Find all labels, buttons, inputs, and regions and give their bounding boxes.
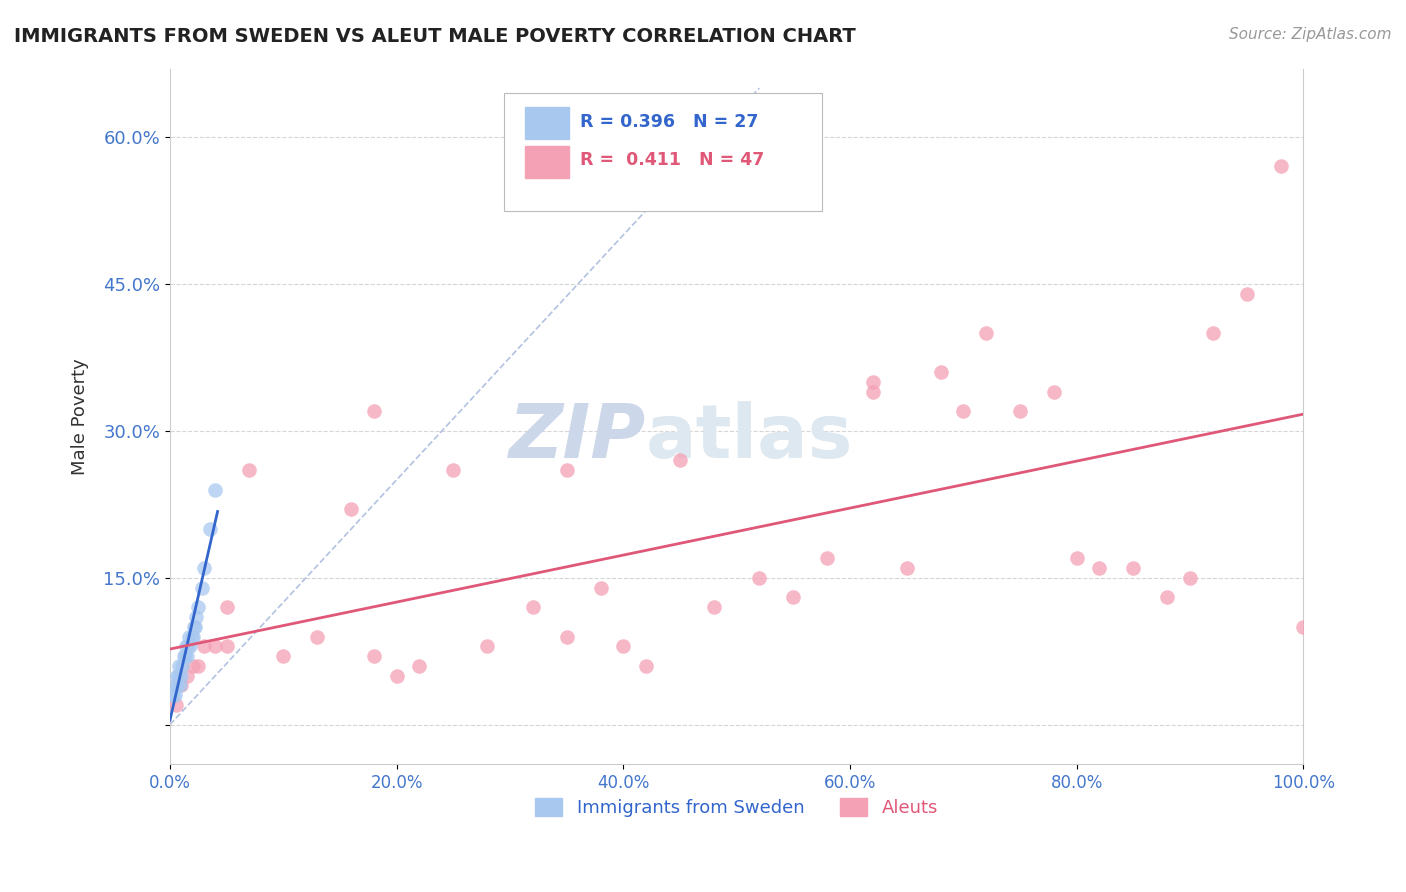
Point	[1043, 384, 1066, 399]
Point	[952, 404, 974, 418]
Point	[187, 659, 209, 673]
Point	[181, 630, 204, 644]
Point	[204, 640, 226, 654]
Point	[1292, 620, 1315, 634]
Point	[165, 678, 187, 692]
Point	[522, 600, 544, 615]
Point	[1270, 160, 1292, 174]
Point	[170, 668, 193, 682]
Point	[612, 640, 634, 654]
Text: Source: ZipAtlas.com: Source: ZipAtlas.com	[1229, 27, 1392, 42]
Point	[555, 463, 578, 477]
Point	[193, 561, 215, 575]
Point	[896, 561, 918, 575]
Point	[589, 581, 612, 595]
Point	[862, 384, 884, 399]
Point	[1178, 571, 1201, 585]
Point	[748, 571, 770, 585]
Point	[170, 678, 193, 692]
Point	[173, 649, 195, 664]
Text: atlas: atlas	[645, 401, 853, 474]
Text: ZIP: ZIP	[509, 401, 645, 474]
Point	[1201, 326, 1223, 340]
Point	[179, 640, 201, 654]
Point	[176, 668, 198, 682]
Point	[198, 522, 221, 536]
Point	[555, 630, 578, 644]
Point	[782, 591, 804, 605]
Point	[215, 600, 238, 615]
Point	[162, 688, 184, 702]
Point	[441, 463, 464, 477]
Point	[1066, 551, 1088, 566]
Point	[408, 659, 430, 673]
Point	[340, 502, 363, 516]
Point	[1122, 561, 1144, 575]
Point	[187, 600, 209, 615]
Point	[307, 630, 329, 644]
Point	[180, 630, 202, 644]
Point	[165, 698, 187, 712]
Point	[974, 326, 997, 340]
Point	[183, 620, 205, 634]
Point	[215, 640, 238, 654]
Point	[815, 551, 838, 566]
Point	[1156, 591, 1178, 605]
Point	[193, 640, 215, 654]
FancyBboxPatch shape	[524, 107, 569, 139]
Point	[204, 483, 226, 497]
Point	[363, 404, 385, 418]
Point	[181, 659, 204, 673]
Point	[190, 581, 212, 595]
Point	[929, 365, 952, 379]
Text: R = 0.396   N = 27: R = 0.396 N = 27	[581, 113, 759, 131]
Point	[271, 649, 294, 664]
Point	[166, 678, 188, 692]
Point	[169, 678, 191, 692]
Point	[176, 649, 198, 664]
Point	[238, 463, 260, 477]
Text: IMMIGRANTS FROM SWEDEN VS ALEUT MALE POVERTY CORRELATION CHART: IMMIGRANTS FROM SWEDEN VS ALEUT MALE POV…	[14, 27, 856, 45]
Text: R =  0.411   N = 47: R = 0.411 N = 47	[581, 152, 765, 169]
Point	[1236, 286, 1258, 301]
Point	[163, 688, 186, 702]
Y-axis label: Male Poverty: Male Poverty	[72, 358, 89, 475]
Point	[177, 640, 200, 654]
Point	[363, 649, 385, 664]
Point	[669, 453, 692, 467]
Point	[385, 668, 408, 682]
Point	[167, 659, 190, 673]
Point	[174, 640, 197, 654]
Point	[477, 640, 499, 654]
Point	[703, 600, 725, 615]
Point	[166, 668, 188, 682]
Point	[173, 649, 195, 664]
Legend: Immigrants from Sweden, Aleuts: Immigrants from Sweden, Aleuts	[527, 790, 945, 824]
Point	[1008, 404, 1031, 418]
FancyBboxPatch shape	[505, 93, 821, 211]
Point	[172, 659, 194, 673]
Point	[862, 375, 884, 389]
Point	[184, 610, 207, 624]
Point	[1088, 561, 1111, 575]
FancyBboxPatch shape	[524, 145, 569, 178]
Point	[179, 630, 201, 644]
Point	[184, 620, 207, 634]
Point	[167, 668, 190, 682]
Point	[634, 659, 657, 673]
